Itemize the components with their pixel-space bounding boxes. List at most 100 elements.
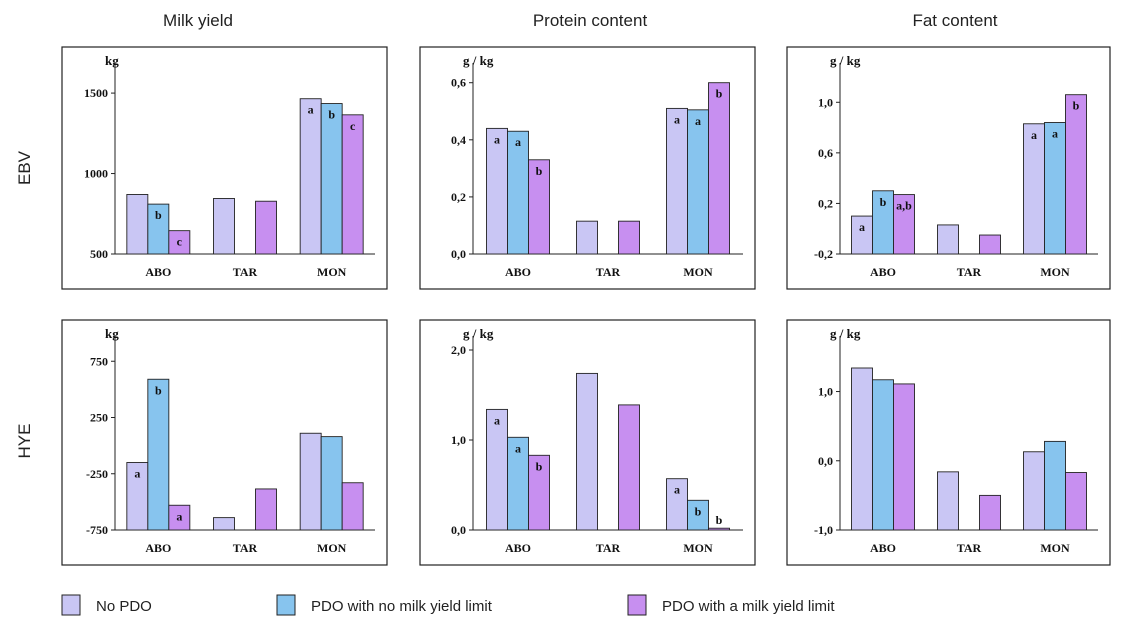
bar-abo-no-pdo	[126, 194, 149, 255]
bar-abo-pdo-with-no-milk-yield-limit	[147, 378, 170, 531]
panel-ebv-fat-content: g / kg -0,2 0,2 0,6 1,0 a b a,b ABO TAR a a b MON	[786, 46, 1111, 290]
x-category-label: MON	[683, 265, 713, 279]
x-category-label: MON	[1040, 265, 1070, 279]
y-unit-label: g / kg	[830, 53, 861, 68]
x-category-label: TAR	[957, 541, 982, 555]
y-tick-label: 0,4	[451, 133, 466, 147]
column-title-protein-content: Protein content	[533, 11, 648, 30]
y-tick-label: 1,0	[451, 433, 466, 447]
y-unit-label: kg	[105, 326, 119, 341]
significance-label: a	[674, 112, 680, 126]
bar-abo-no-pdo	[486, 408, 508, 531]
legend-item-pdo-with-no-milk-yield-limit: PDO with no milk yield limit	[276, 594, 493, 616]
legend-item-pdo-with-a-milk-yield-limit: PDO with a milk yield limit	[627, 594, 835, 616]
legend-swatch	[276, 594, 296, 616]
legend-label: No PDO	[96, 598, 152, 615]
significance-label: c	[350, 119, 356, 133]
bar-tar-no-pdo	[937, 471, 959, 531]
bar-tar-no-pdo	[576, 372, 598, 531]
bar-abo-pdo-with-a-milk-yield-limit	[528, 454, 550, 531]
panel-hye-fat-content: g / kg -1,0 0,0 1,0 ABO TAR MON	[786, 319, 1111, 566]
significance-label: b	[716, 87, 723, 101]
y-tick-label: 0,0	[451, 247, 466, 261]
significance-label: a	[674, 483, 680, 497]
bar-abo-pdo-with-a-milk-yield-limit	[893, 194, 915, 255]
bar-tar-pdo-with-a-milk-yield-limit	[255, 200, 277, 255]
bar-tar-no-pdo	[213, 198, 235, 255]
x-category-label: MON	[683, 541, 713, 555]
bar-abo-pdo-with-no-milk-yield-limit	[872, 379, 894, 531]
bar-mon-no-pdo	[1023, 123, 1045, 255]
x-category-label: MON	[317, 541, 347, 555]
significance-label: a,b	[896, 199, 912, 213]
bar-tar-no-pdo	[213, 517, 235, 531]
bar-abo-no-pdo	[486, 127, 508, 255]
significance-label: b	[155, 208, 162, 222]
bar-mon-pdo-with-a-milk-yield-limit	[341, 114, 364, 255]
significance-label: a	[308, 103, 314, 117]
bar-mon-pdo-with-no-milk-yield-limit	[1044, 122, 1066, 255]
bar-mon-no-pdo	[299, 432, 322, 531]
x-category-label: ABO	[145, 541, 171, 555]
significance-label: a	[1031, 128, 1037, 142]
row-titles: EBV HYE	[15, 150, 34, 458]
y-unit-label: g / kg	[830, 326, 861, 341]
legend-swatch	[627, 594, 647, 616]
significance-label: b	[328, 108, 335, 122]
x-category-label: TAR	[957, 265, 982, 279]
bar-mon-pdo-with-a-milk-yield-limit	[341, 482, 364, 531]
y-tick-label: -0,2	[814, 247, 833, 261]
x-category-label: TAR	[233, 265, 258, 279]
significance-label: a	[176, 509, 182, 523]
bar-mon-pdo-with-a-milk-yield-limit	[1065, 472, 1087, 531]
bar-tar-pdo-with-a-milk-yield-limit	[979, 494, 1001, 531]
bar-mon-pdo-with-no-milk-yield-limit	[320, 103, 343, 255]
legend: No PDO PDO with no milk yield limit PDO wi…	[61, 594, 835, 616]
bar-mon-pdo-with-no-milk-yield-limit	[320, 436, 343, 531]
y-tick-label: 0,2	[451, 190, 466, 204]
x-category-label: ABO	[870, 541, 896, 555]
y-unit-label: g / kg	[463, 326, 494, 341]
column-title-fat-content: Fat content	[912, 11, 997, 30]
bar-mon-pdo-with-a-milk-yield-limit	[708, 82, 730, 255]
bar-mon-pdo-with-no-milk-yield-limit	[687, 499, 709, 531]
significance-label: a	[494, 413, 500, 427]
bar-abo-pdo-with-a-milk-yield-limit	[168, 504, 191, 531]
y-tick-label: 750	[90, 354, 108, 368]
significance-label: a	[1052, 127, 1058, 141]
y-tick-label: 1,0	[818, 385, 833, 399]
x-category-label: ABO	[145, 265, 171, 279]
y-tick-label: 2,0	[451, 343, 466, 357]
bar-tar-pdo-with-a-milk-yield-limit	[618, 404, 640, 531]
bar-tar-pdo-with-a-milk-yield-limit	[255, 488, 277, 531]
y-unit-label: kg	[105, 53, 119, 68]
bar-abo-no-pdo	[851, 367, 873, 531]
significance-label: b	[716, 513, 723, 527]
y-tick-label: 0,2	[818, 196, 833, 210]
bar-abo-pdo-with-a-milk-yield-limit	[893, 383, 915, 531]
y-tick-label: 0,0	[818, 454, 833, 468]
significance-label: b	[536, 459, 543, 473]
y-tick-label: 0,6	[818, 146, 833, 160]
x-category-label: TAR	[233, 541, 258, 555]
y-unit-label: g / kg	[463, 53, 494, 68]
y-tick-label: 500	[90, 247, 108, 261]
x-category-label: ABO	[870, 265, 896, 279]
bar-abo-pdo-with-a-milk-yield-limit	[528, 159, 550, 255]
row-title-hye: HYE	[15, 424, 34, 459]
column-title-milk-yield: Milk yield	[163, 11, 233, 30]
column-titles: Milk yield Protein content Fat content	[163, 11, 998, 30]
legend-item-no-pdo: No PDO	[61, 594, 152, 616]
bar-tar-no-pdo	[937, 224, 959, 255]
row-title-ebv: EBV	[15, 150, 34, 185]
y-tick-label: -250	[86, 467, 108, 481]
bar-tar-no-pdo	[576, 220, 598, 255]
y-tick-label: 0,6	[451, 76, 466, 90]
x-category-label: MON	[317, 265, 347, 279]
significance-label: a	[859, 220, 865, 234]
x-category-label: ABO	[505, 541, 531, 555]
y-tick-label: -1,0	[814, 523, 833, 537]
x-category-label: MON	[1040, 541, 1070, 555]
